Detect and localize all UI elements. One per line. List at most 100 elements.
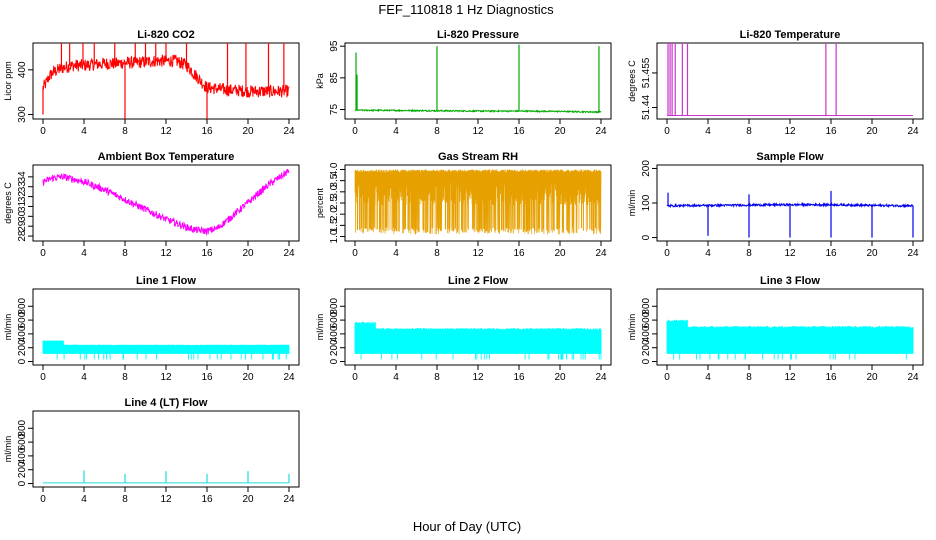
y-tick-label: 85 xyxy=(329,72,340,84)
x-tick-label: 20 xyxy=(554,248,566,259)
y-axis-label: ml/min xyxy=(315,314,325,341)
y-tick-label: 200 xyxy=(641,160,652,177)
y-tick-label: 400 xyxy=(17,61,28,78)
series-line xyxy=(42,54,290,99)
x-tick-label: 8 xyxy=(746,372,752,383)
x-tick-label: 20 xyxy=(554,126,566,137)
x-tick-label: 4 xyxy=(81,126,87,137)
y-tick-label: 1.0 xyxy=(329,229,340,243)
y-tick-label: 29 xyxy=(17,220,28,232)
x-tick-label: 0 xyxy=(664,372,670,383)
x-tick-label: 24 xyxy=(595,372,607,383)
x-tick-label: 12 xyxy=(472,126,484,137)
y-tick-label: 800 xyxy=(329,297,340,314)
series-line xyxy=(354,169,602,235)
y-axis-label: degrees C xyxy=(3,182,13,224)
y-tick-label: 95 xyxy=(329,40,340,52)
chart-title: Line 2 Flow xyxy=(448,275,508,287)
x-tick-label: 4 xyxy=(81,372,87,383)
x-tick-label: 20 xyxy=(866,248,878,259)
x-tick-label: 16 xyxy=(513,248,525,259)
x-tick-label: 16 xyxy=(825,372,837,383)
y-tick-label: 0 xyxy=(329,358,340,364)
x-tick-label: 8 xyxy=(122,126,128,137)
x-tick-label: 24 xyxy=(907,126,919,137)
y-tick-label: 200 xyxy=(17,339,28,356)
x-tick-label: 0 xyxy=(352,372,358,383)
y-tick-label: 200 xyxy=(329,339,340,356)
x-tick-label: 4 xyxy=(393,126,399,137)
x-tick-label: 16 xyxy=(201,372,213,383)
x-tick-label: 4 xyxy=(393,372,399,383)
x-tick-label: 20 xyxy=(242,372,254,383)
chart-panel-4: Ambient Box Temperature 0 4 8 12 16 20 24 282930… xyxy=(3,151,300,259)
x-tick-label: 24 xyxy=(595,248,607,259)
x-tick-label: 24 xyxy=(283,372,295,383)
x-tick-label: 16 xyxy=(201,248,213,259)
y-tick-label: 600 xyxy=(17,433,28,450)
chart-panel-1: Li-820 CO2 0 4 8 12 16 20 24 300 400 Licor ppm xyxy=(3,29,300,137)
x-tick-label: 8 xyxy=(746,126,752,137)
x-tick-label: 0 xyxy=(664,248,670,259)
y-tick-label: 0 xyxy=(641,358,652,364)
y-tick-label: 28 xyxy=(17,230,28,242)
series-line xyxy=(666,319,914,360)
y-tick-label: 1.5 xyxy=(329,218,340,232)
x-tick-label: 16 xyxy=(825,248,837,259)
y-tick-label: 51.455 xyxy=(641,57,652,88)
x-tick-label: 16 xyxy=(513,372,525,383)
x-tick-label: 24 xyxy=(283,126,295,137)
y-axis-label: degrees C xyxy=(627,60,637,102)
x-tick-label: 4 xyxy=(81,494,87,505)
figure-title: FEF_110818 1 Hz Diagnostics xyxy=(378,2,554,17)
y-tick-label: 34 xyxy=(17,171,28,183)
chart-title: Li-820 Temperature xyxy=(740,29,841,41)
x-tick-label: 0 xyxy=(40,248,46,259)
x-tick-label: 0 xyxy=(40,372,46,383)
y-tick-label: 51.44 xyxy=(641,95,652,120)
y-tick-label: 4.0 xyxy=(329,162,340,176)
x-tick-label: 8 xyxy=(434,248,440,259)
x-tick-label: 4 xyxy=(705,248,711,259)
x-tick-label: 4 xyxy=(705,126,711,137)
y-tick-label: 3.0 xyxy=(329,184,340,198)
plot-frame xyxy=(344,42,612,120)
y-tick-label: 2.5 xyxy=(329,196,340,210)
x-tick-label: 8 xyxy=(122,494,128,505)
x-tick-label: 0 xyxy=(664,126,670,137)
x-tick-label: 12 xyxy=(784,248,796,259)
x-tick-label: 0 xyxy=(40,126,46,137)
y-tick-label: 400 xyxy=(17,447,28,464)
x-tick-label: 0 xyxy=(352,126,358,137)
x-tick-label: 8 xyxy=(122,372,128,383)
x-tick-label: 12 xyxy=(160,248,172,259)
x-tick-label: 12 xyxy=(472,248,484,259)
y-tick-label: 30 xyxy=(17,210,28,222)
y-axis-label: ml/min xyxy=(627,314,637,341)
x-tick-label: 4 xyxy=(81,248,87,259)
chart-title: Ambient Box Temperature xyxy=(98,151,235,163)
chart-title: Line 3 Flow xyxy=(760,275,820,287)
y-tick-label: 600 xyxy=(641,311,652,328)
y-tick-label: 33 xyxy=(17,181,28,193)
chart-title: Li-820 Pressure xyxy=(437,29,519,41)
y-axis-label: Licor ppm xyxy=(3,61,13,101)
chart-panel-2: Li-820 Pressure 0 4 8 12 16 20 24 75 85 95 kPa xyxy=(315,29,612,137)
x-tick-label: 12 xyxy=(160,126,172,137)
y-tick-label: 0 xyxy=(641,234,652,240)
x-tick-label: 20 xyxy=(242,248,254,259)
x-tick-label: 16 xyxy=(513,126,525,137)
x-tick-label: 20 xyxy=(866,126,878,137)
series-line xyxy=(354,108,602,114)
chart-panel-10: Line 4 (LT) Flow 0 4 8 12 16 20 24 0 200400600800… xyxy=(3,397,300,505)
series-line xyxy=(354,321,602,360)
x-tick-label: 8 xyxy=(746,248,752,259)
chart-panel-5: Gas Stream RH 0 4 8 12 16 20 24 1.01.52.02.53.03… xyxy=(315,151,612,259)
x-tick-label: 20 xyxy=(866,372,878,383)
x-tick-label: 12 xyxy=(784,126,796,137)
figure-x-label: Hour of Day (UTC) xyxy=(413,519,521,534)
